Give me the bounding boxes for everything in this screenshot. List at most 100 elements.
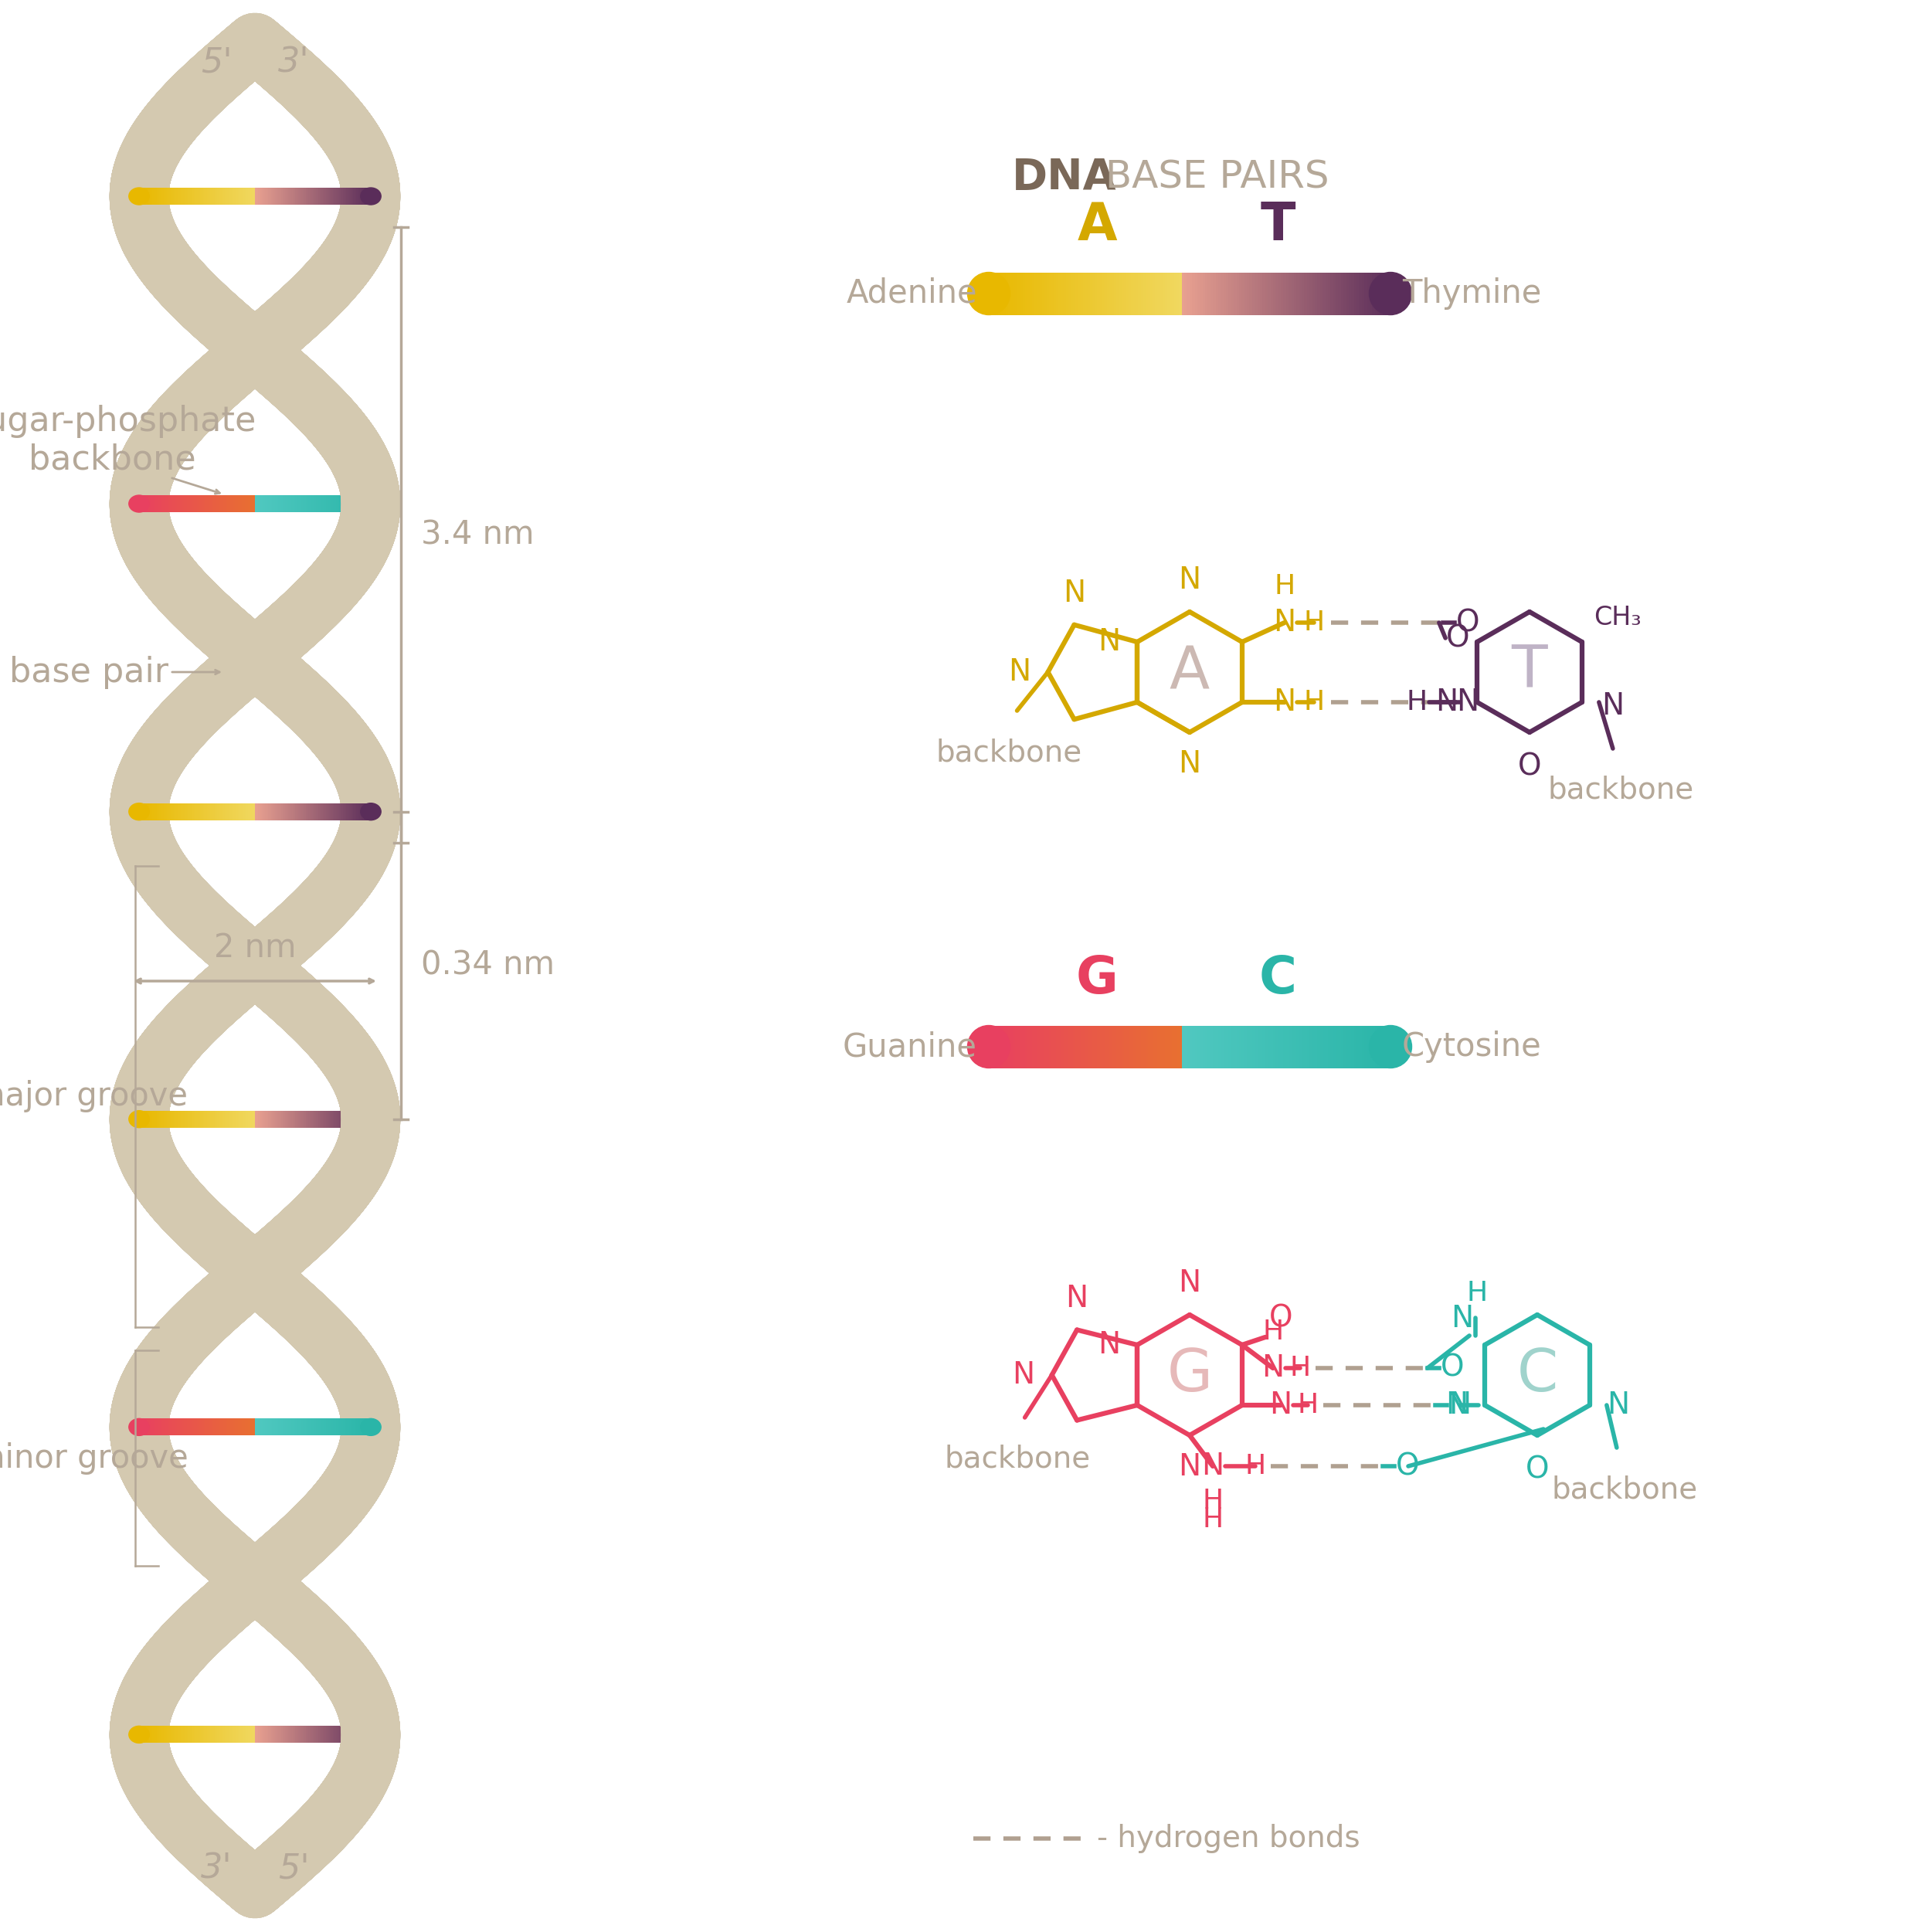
Bar [1140,272,1144,315]
Bar [1082,1026,1086,1068]
Bar [1198,272,1200,315]
Bar [1275,272,1279,315]
Text: O: O [1445,624,1470,653]
Bar [1383,1026,1385,1068]
Bar [1070,272,1074,315]
Bar [1368,1026,1370,1068]
Bar [1198,1026,1200,1068]
Text: 3.4 nm: 3.4 nm [421,518,533,551]
Bar [997,272,999,315]
Bar [1223,272,1227,315]
Text: N: N [1202,1451,1225,1480]
Bar [1179,272,1182,315]
Bar [1117,1026,1119,1068]
Bar [1331,272,1333,315]
Bar [1271,272,1273,315]
Text: 5': 5' [278,1851,309,1886]
Bar [1007,1026,1009,1068]
Bar [1291,272,1294,315]
Ellipse shape [361,1418,381,1435]
Bar [1194,272,1198,315]
Bar [1289,1026,1293,1068]
Bar [1109,1026,1113,1068]
Bar [1310,1026,1312,1068]
Bar [1022,272,1026,315]
Bar [1190,1026,1192,1068]
Text: minor groove: minor groove [0,1441,189,1474]
Bar [1092,1026,1095,1068]
Text: N: N [1097,1331,1121,1360]
Bar [1227,272,1229,315]
Bar [1037,1026,1039,1068]
Bar [1291,1026,1294,1068]
Bar [1235,1026,1236,1068]
Bar [1182,1026,1184,1068]
Bar [1003,1026,1007,1068]
Bar [1281,1026,1285,1068]
Bar [1200,1026,1204,1068]
Bar [1111,1026,1115,1068]
Bar [1165,1026,1167,1068]
Bar [1105,1026,1107,1068]
Bar [1378,1026,1381,1068]
Bar [1231,272,1235,315]
Bar [999,272,1001,315]
Bar [1082,272,1086,315]
Bar [1146,1026,1148,1068]
Bar [1358,1026,1362,1068]
Bar [1159,1026,1163,1068]
Bar [1213,1026,1215,1068]
Text: Adenine: Adenine [846,278,978,309]
Bar [1078,272,1080,315]
Bar [1119,272,1122,315]
Ellipse shape [1370,272,1412,315]
Bar [1327,1026,1331,1068]
Bar [1146,272,1148,315]
Bar [1119,1026,1122,1068]
Ellipse shape [361,1111,381,1128]
Bar [1097,272,1099,315]
Text: N: N [1179,1453,1202,1482]
Text: N: N [1457,688,1478,717]
Bar [1080,1026,1084,1068]
Bar [1275,1026,1279,1068]
Bar [1206,272,1208,315]
Bar [1030,1026,1032,1068]
Bar [1128,1026,1132,1068]
Bar [1039,1026,1041,1068]
Bar [1090,272,1094,315]
Bar [1306,1026,1310,1068]
Bar [1134,272,1136,315]
Bar [1362,1026,1364,1068]
Bar [1115,272,1117,315]
Bar [1150,272,1153,315]
Bar [993,1026,997,1068]
Bar [1331,1026,1333,1068]
Bar [1323,272,1325,315]
Bar [1086,1026,1088,1068]
Bar [1219,272,1221,315]
Bar [1140,1026,1144,1068]
Text: N: N [1066,1283,1088,1314]
Bar [1109,272,1113,315]
Bar [1126,1026,1128,1068]
Bar [1041,272,1045,315]
Bar [1066,1026,1068,1068]
Bar [1184,272,1186,315]
Bar [1339,1026,1341,1068]
Bar [1318,272,1320,315]
Bar [1298,1026,1302,1068]
Bar [1354,1026,1356,1068]
Bar [1010,272,1012,315]
Bar [1175,272,1177,315]
Bar [1009,272,1010,315]
Bar [1086,272,1088,315]
Bar [1209,1026,1213,1068]
Bar [1037,272,1039,315]
Text: C: C [1260,952,1296,1005]
Bar [1339,272,1341,315]
Text: sugar-phosphate
backbone: sugar-phosphate backbone [0,404,257,475]
Bar [1341,272,1345,315]
Bar [991,272,993,315]
Text: 0.34 nm: 0.34 nm [421,949,554,981]
